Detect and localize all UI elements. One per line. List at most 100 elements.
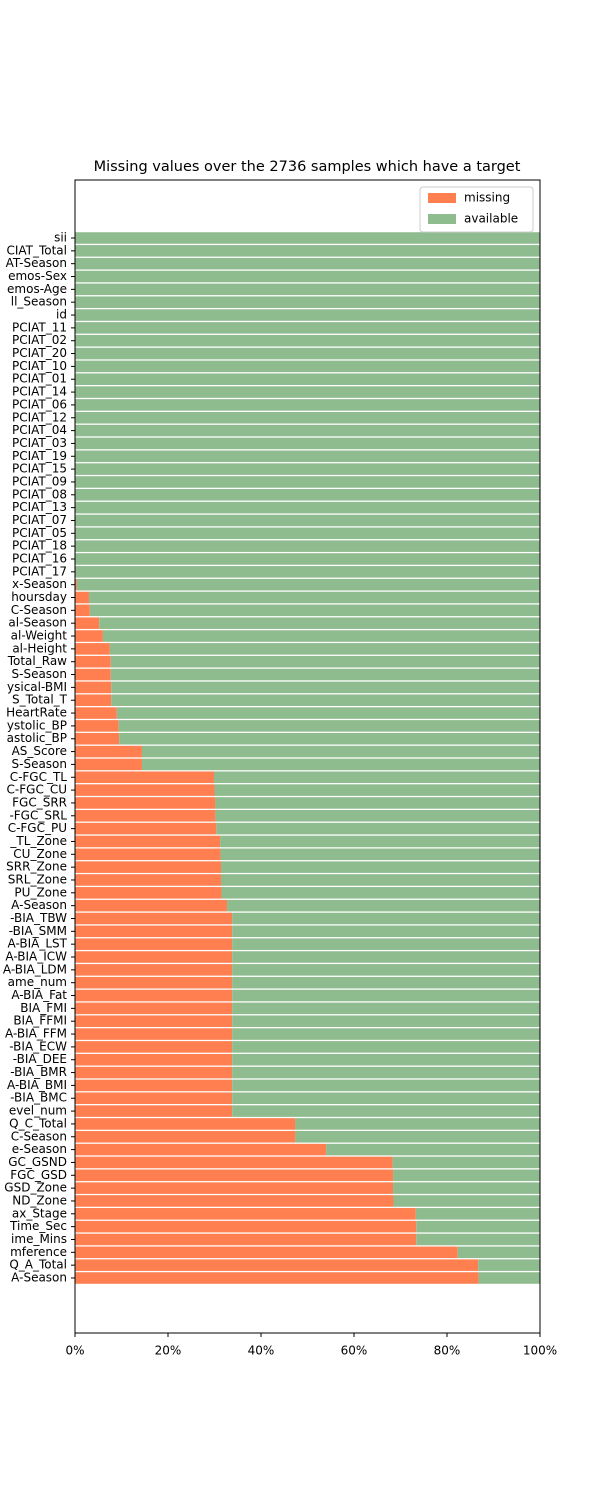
- y-tick-label: FGC_GSD: [10, 1168, 67, 1182]
- bar-segment: [75, 1182, 394, 1194]
- y-tick-label: -BIA_TBW: [10, 911, 67, 925]
- y-tick-label: Time_Sec: [9, 1219, 67, 1233]
- y-tick-label: al-Season: [8, 616, 67, 630]
- y-tick-label: ax_Stage: [12, 1206, 67, 1220]
- y-tick-label: SRR_Zone: [6, 860, 67, 874]
- bar-segment: [75, 720, 119, 732]
- bar-segment: [75, 694, 112, 706]
- y-tick-label: -BIA_SMM: [9, 924, 67, 938]
- bar-segment: [214, 771, 540, 784]
- bar-segment: [75, 861, 222, 873]
- bar-segment: [393, 1169, 540, 1182]
- bar-segment: [75, 1092, 233, 1105]
- bar-segment: [214, 784, 540, 796]
- y-tick-label: PCIAT_11: [12, 320, 67, 334]
- y-tick-label: PCIAT_10: [12, 359, 67, 373]
- bar-segment: [393, 1195, 540, 1207]
- bar-segment: [75, 617, 100, 629]
- bar-segment: [232, 938, 541, 950]
- bar-segment: [75, 1053, 233, 1066]
- y-tick-label: CU_Zone: [13, 847, 67, 861]
- bar-segment: [75, 540, 540, 552]
- bar-segment: [75, 912, 233, 925]
- bar-segment: [75, 1028, 233, 1040]
- y-tick-label: PCIAT_17: [12, 564, 67, 578]
- y-tick-label: astolic_BP: [7, 731, 67, 745]
- bar-segment: [75, 283, 540, 296]
- bar-segment: [75, 566, 540, 578]
- bar-segment: [215, 797, 540, 809]
- y-tick-label: -BIA_BMC: [10, 1091, 67, 1105]
- bar-segment: [416, 1233, 540, 1246]
- y-tick-label: PCIAT_09: [12, 474, 67, 488]
- y-tick-label: S-Season: [12, 757, 68, 771]
- bar-segment: [75, 655, 111, 668]
- bar-segment: [232, 1079, 541, 1092]
- bar-segment: [75, 938, 233, 950]
- bar-segment: [75, 1220, 417, 1233]
- bar-segment: [75, 373, 540, 386]
- bar-segment: [75, 810, 216, 822]
- x-tick-label: 80%: [434, 1344, 461, 1358]
- y-tick-label: PCIAT_08: [12, 487, 67, 501]
- bar-segment: [221, 874, 540, 886]
- bar-segment: [416, 1220, 540, 1233]
- y-tick-label: AT-Season: [6, 256, 67, 270]
- chart-title: Missing values over the 2736 samples whi…: [94, 159, 521, 175]
- x-tick-label: 100%: [523, 1344, 557, 1358]
- bar-segment: [110, 655, 541, 668]
- bar-segment: [75, 463, 540, 475]
- y-tick-label: PU_Zone: [14, 885, 67, 899]
- y-tick-label: GC_GSND: [8, 1155, 67, 1169]
- bar-segment: [478, 1259, 540, 1271]
- bar-segment: [232, 1041, 541, 1053]
- y-tick-label: A-BIA_LST: [8, 937, 68, 951]
- bar-segment: [75, 797, 216, 809]
- y-tick-label: C-FGC_TL: [10, 770, 68, 784]
- legend-label: available: [464, 212, 518, 226]
- bar-segment: [75, 822, 217, 835]
- bar-segment: [75, 1066, 233, 1079]
- bar-segment: [75, 771, 215, 784]
- y-tick-label: ND_Zone: [12, 1193, 67, 1207]
- bar-segment: [75, 437, 540, 450]
- y-tick-label: -FGC_SRL: [9, 808, 67, 822]
- y-tick-label: A-BIA_ICW: [5, 950, 67, 964]
- bar-segment: [232, 1002, 541, 1015]
- bar-segment: [75, 732, 120, 745]
- y-tick-label: FGC_SRR: [12, 795, 67, 809]
- bar-segment: [75, 758, 142, 771]
- y-tick-label: CIAT_Total: [6, 243, 67, 257]
- bar-segment: [457, 1246, 540, 1259]
- y-tick-label: A-Season: [11, 898, 67, 912]
- y-tick-label: emos-Age: [7, 282, 67, 296]
- y-tick-label: C-FGC_CU: [7, 783, 67, 797]
- y-tick-label: ystolic_BP: [7, 718, 67, 732]
- bar-segment: [75, 1169, 394, 1182]
- bar-segment: [75, 450, 540, 463]
- bar-segment: [75, 835, 221, 848]
- y-tick-label: Total_Raw: [7, 654, 67, 668]
- bar-segment: [221, 861, 540, 873]
- y-tick-label: mference: [10, 1245, 67, 1259]
- bar-segment: [75, 925, 233, 938]
- y-tick-label: PCIAT_04: [12, 423, 67, 437]
- y-tick-label: Q_A_Total: [9, 1258, 67, 1272]
- y-tick-label: sii: [54, 231, 67, 245]
- y-tick-label: id: [56, 308, 67, 322]
- bar-segment: [75, 848, 221, 861]
- y-tick-label: PCIAT_03: [12, 436, 67, 450]
- y-tick-label: GSD_Zone: [4, 1181, 67, 1195]
- bar-segment: [75, 1233, 417, 1246]
- bar-segment: [232, 1105, 541, 1117]
- y-tick-label: Q_C_Total: [9, 1116, 67, 1130]
- bar-segment: [75, 360, 540, 373]
- bar-segment: [216, 822, 541, 835]
- legend-swatch: [428, 193, 456, 203]
- bar-segment: [75, 668, 111, 681]
- bar-segment: [102, 630, 541, 642]
- y-tick-label: HeartRate: [6, 706, 67, 720]
- bar-segment: [220, 848, 541, 861]
- bar-segment: [75, 476, 540, 488]
- bar-segment: [392, 1156, 540, 1169]
